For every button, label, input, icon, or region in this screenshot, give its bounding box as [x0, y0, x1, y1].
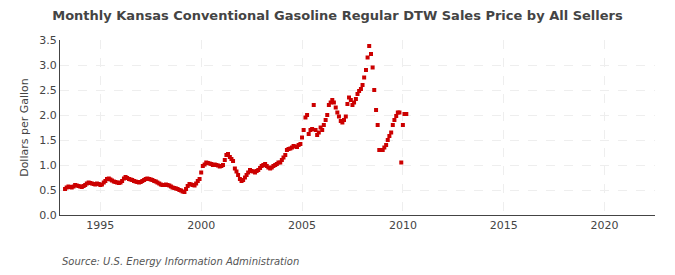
svg-text:Dollars per Gallon: Dollars per Gallon — [18, 78, 31, 177]
svg-text:1995: 1995 — [86, 219, 114, 232]
svg-text:3.5: 3.5 — [39, 34, 57, 47]
svg-text:Monthly Kansas Conventional Ga: Monthly Kansas Conventional Gasoline Reg… — [52, 8, 623, 23]
svg-text:2000: 2000 — [187, 219, 215, 232]
svg-text:1.0: 1.0 — [39, 159, 57, 172]
svg-text:0.5: 0.5 — [39, 184, 57, 197]
svg-text:3.0: 3.0 — [39, 59, 57, 72]
svg-text:2.0: 2.0 — [39, 109, 57, 122]
svg-text:1.5: 1.5 — [39, 134, 57, 147]
svg-text:2005: 2005 — [288, 219, 316, 232]
svg-text:2020: 2020 — [591, 219, 619, 232]
svg-text:2.5: 2.5 — [39, 84, 57, 97]
svg-text:2010: 2010 — [389, 219, 417, 232]
svg-text:0.0: 0.0 — [39, 209, 57, 222]
svg-text:2015: 2015 — [490, 219, 518, 232]
svg-text:Source: U.S. Energy Informatio: Source: U.S. Energy Information Administ… — [62, 256, 299, 267]
